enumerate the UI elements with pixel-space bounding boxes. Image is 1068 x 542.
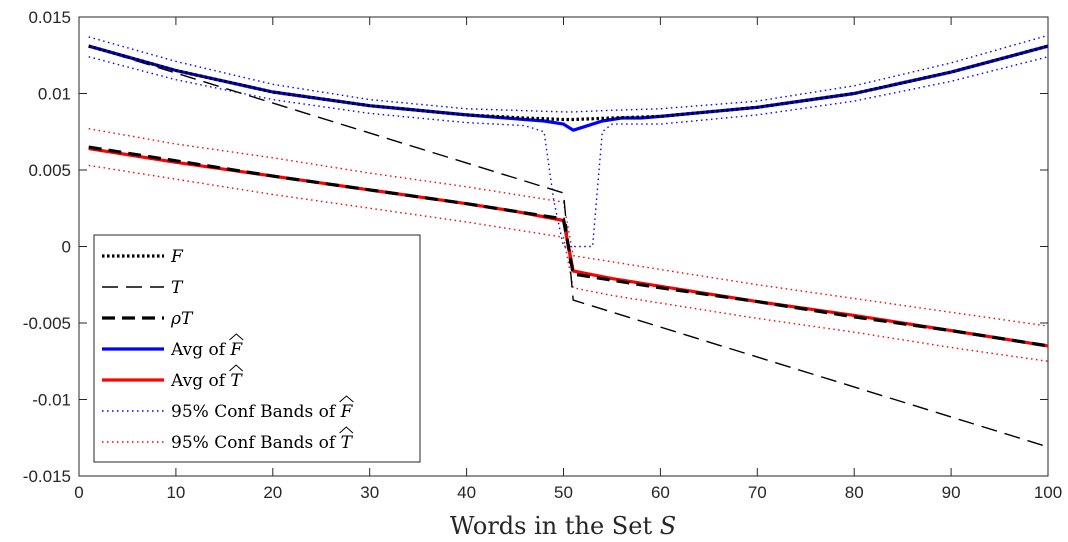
hat-accent — [339, 426, 354, 434]
legend-entry: Avg of T — [170, 371, 243, 391]
legend-symbol: T — [230, 371, 243, 391]
legend-symbol: ρT — [170, 309, 194, 329]
x-tick-label: 70 — [748, 483, 767, 502]
series-t — [88, 45, 1049, 448]
x-tick-label: 90 — [942, 483, 961, 502]
series-layer — [88, 34, 1049, 448]
x-tick-label: 0 — [74, 483, 83, 502]
x-tick-label: 20 — [263, 483, 282, 502]
legend-entry: ρT — [170, 309, 194, 329]
y-tick-label: 0.005 — [28, 161, 71, 180]
y-tick-label: 0 — [62, 238, 71, 257]
axis-layer: 0 10 20 30 40 50 60 70 80 90 1000.0150.010.0050-0.… — [23, 8, 1062, 502]
x-tick-label: 100 — [1034, 483, 1062, 502]
x-tick-label: 50 — [554, 483, 573, 502]
hat-accent — [339, 395, 354, 403]
hat-accent — [229, 364, 244, 372]
legend-symbol: T — [341, 433, 354, 453]
x-tick-label: 60 — [651, 483, 670, 502]
legend-symbol: F — [170, 247, 184, 267]
y-tick-label: 0.015 — [28, 8, 71, 27]
legend-entry: Avg of F — [170, 340, 243, 360]
hat-accent — [229, 333, 244, 341]
legend-entry: T — [171, 278, 184, 298]
y-tick-label: -0.015 — [23, 467, 71, 486]
y-tick-label: -0.005 — [23, 314, 71, 333]
x-tick-label: 10 — [166, 483, 185, 502]
legend-entry: F — [170, 247, 184, 267]
x-axis-title: Words in the Set S — [450, 512, 676, 540]
x-tick-label: 40 — [457, 483, 476, 502]
legend-entry: 95% Conf Bands of T — [171, 433, 354, 453]
legend-symbol: F — [340, 402, 354, 422]
series-95-conf-bands-of-t-lower — [88, 164, 1049, 362]
series-95-conf-bands-of-t-upper — [88, 128, 1049, 327]
series-95-conf-bands-of-f-upper — [88, 34, 1049, 113]
legend-entry: 95% Conf Bands of F — [171, 402, 354, 422]
y-tick-label: 0.01 — [38, 85, 71, 104]
series-f — [88, 44, 1049, 122]
x-tick-label: 30 — [360, 483, 379, 502]
y-tick-label: -0.01 — [32, 391, 71, 410]
legend-symbol: F — [229, 340, 243, 360]
legend-symbol: T — [171, 278, 184, 298]
series-t — [88, 145, 1049, 348]
x-tick-label: 80 — [845, 483, 864, 502]
